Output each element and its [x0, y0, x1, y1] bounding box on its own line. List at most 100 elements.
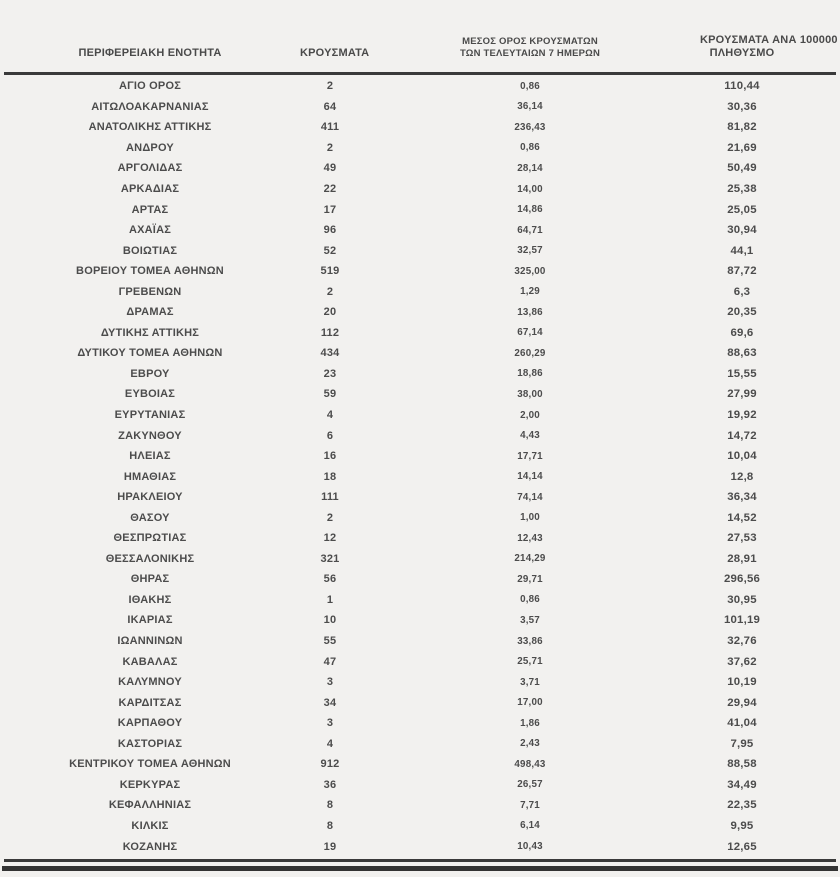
- cases-per-100k-cell: 296,56: [723, 573, 761, 586]
- cases-cell: 19: [323, 840, 337, 853]
- cases-cell: 2: [326, 285, 334, 298]
- cases-per-100k-cell: 30,95: [727, 593, 757, 606]
- avg-7day-cases-cell: 25,71: [517, 656, 543, 668]
- cases-per-100k-cell: 88,58: [727, 758, 757, 771]
- cases-per-100k-cell: 10,04: [727, 450, 757, 463]
- header-bottom-rule: [4, 72, 836, 75]
- table-row: ΙΩΑΝΝΙΝΩΝ 55 33,86 32,76: [0, 631, 784, 652]
- cases-cell: 56: [323, 573, 337, 586]
- cases-per-100k-cell: 7,95: [730, 737, 754, 750]
- cases-cell: 12: [323, 532, 337, 545]
- cases-per-100k-cell: 19,92: [727, 409, 757, 422]
- table-row: ΑΓΙΟ ΟΡΟΣ 2 0,86 110,44: [0, 76, 784, 97]
- region-name-cell: ΔΥΤΙΚΟΥ ΤΟΜΕΑ ΑΘΗΝΩΝ: [77, 347, 223, 360]
- cases-cell: 411: [320, 121, 340, 134]
- cases-cell: 2: [326, 141, 334, 154]
- avg-7day-cases-cell: 67,14: [517, 327, 543, 339]
- region-name-cell: ΚΕΡΚΥΡΑΣ: [119, 778, 181, 791]
- region-name-cell: ΗΛΕΙΑΣ: [129, 450, 171, 463]
- avg-7day-cases-cell: 3,71: [520, 676, 540, 688]
- table-row: ΑΡΚΑΔΙΑΣ 22 14,00 25,38: [0, 179, 784, 200]
- region-name-cell: ΚΙΛΚΙΣ: [131, 819, 169, 832]
- cases-per-100k-cell: 34,49: [727, 778, 757, 791]
- table-bottom-rule-lower: [2, 866, 838, 871]
- cases-per-100k-cell: 20,35: [727, 306, 757, 319]
- column-header-avg-7day: ΜΕΣΟΣ ΟΡΟΣ ΚΡΟΥΣΜΑΤΩΝ ΤΩΝ ΤΕΛΕΥΤΑΙΩΝ 7 Η…: [360, 36, 700, 60]
- region-name-cell: ΒΟΙΩΤΙΑΣ: [122, 244, 178, 257]
- region-name-cell: ΘΕΣΣΑΛΟΝΙΚΗΣ: [105, 552, 195, 565]
- table-row: ΚΙΛΚΙΣ 8 6,14 9,95: [0, 816, 784, 837]
- avg-7day-cases-cell: 325,00: [514, 265, 546, 277]
- cases-per-100k-cell: 32,76: [727, 635, 757, 648]
- table-row: ΕΥΒΟΙΑΣ 59 38,00 27,99: [0, 384, 784, 405]
- cases-cell: 519: [320, 265, 340, 278]
- table-row: ΕΒΡΟΥ 23 18,86 15,55: [0, 364, 784, 385]
- cases-cell: 18: [323, 470, 337, 483]
- table-row: ΚΑΛΥΜΝΟΥ 3 3,71 10,19: [0, 672, 784, 693]
- cases-cell: 52: [323, 244, 337, 257]
- table-row: ΘΑΣΟΥ 2 1,00 14,52: [0, 507, 784, 528]
- region-name-cell: ΗΜΑΘΙΑΣ: [123, 470, 177, 483]
- table-body: ΑΓΙΟ ΟΡΟΣ 2 0,86 110,44 ΑΙΤΩΛΟΑΚΑΡΝΑΝΙΑΣ…: [0, 76, 784, 857]
- cases-per-100k-cell: 27,99: [727, 388, 757, 401]
- avg-7day-cases-cell: 2,00: [520, 409, 540, 421]
- cases-cell: 34: [323, 696, 337, 709]
- cases-cell: 2: [326, 511, 334, 524]
- column-header-avg-7day-line1: ΜΕΣΟΣ ΟΡΟΣ ΚΡΟΥΣΜΑΤΩΝ: [462, 36, 598, 47]
- column-header-cases-per-100k-line1: ΚΡΟΥΣΜΑΤΑ ΑΝΑ 100000: [700, 34, 838, 46]
- region-name-cell: ΙΩΑΝΝΙΝΩΝ: [117, 635, 183, 648]
- cases-per-100k-cell: 25,05: [727, 203, 757, 216]
- table-row: ΑΝΔΡΟΥ 2 0,86 21,69: [0, 138, 784, 159]
- column-header-regional-unit: ΠΕΡΙΦΕΡΕΙΑΚΗ ΕΝΟΤΗΤΑ: [0, 47, 300, 60]
- cases-cell: 3: [326, 717, 334, 730]
- table-row: ΚΕΝΤΡΙΚΟΥ ΤΟΜΕΑ ΑΘΗΝΩΝ 912 498,43 88,58: [0, 754, 784, 775]
- cases-per-100k-cell: 37,62: [727, 655, 757, 668]
- region-name-cell: ΑΝΔΡΟΥ: [126, 141, 174, 154]
- table-row: ΓΡΕΒΕΝΩΝ 2 1,29 6,3: [0, 281, 784, 302]
- avg-7day-cases-cell: 33,86: [517, 635, 543, 647]
- column-header-cases-per-100k: ΚΡΟΥΣΜΑΤΑ ΑΝΑ 100000 ΠΛΗΘΥΣΜΟ: [700, 34, 838, 60]
- avg-7day-cases-cell: 1,00: [520, 512, 540, 524]
- cases-cell: 8: [326, 799, 334, 812]
- table-row: ΘΗΡΑΣ 56 29,71 296,56: [0, 569, 784, 590]
- column-header-cases-label: ΚΡΟΥΣΜΑΤΑ: [300, 47, 370, 59]
- column-header-avg-7day-line2: ΤΩΝ ΤΕΛΕΥΤΑΙΩΝ 7 ΗΜΕΡΩΝ: [459, 48, 601, 59]
- cases-cell: 22: [323, 183, 337, 195]
- avg-7day-cases-cell: 498,43: [514, 758, 546, 770]
- table-row: ΚΟΖΑΝΗΣ 19 10,43 12,65: [0, 836, 784, 857]
- cases-per-100k-cell: 12,8: [730, 470, 754, 483]
- avg-7day-cases-cell: 0,86: [520, 594, 540, 606]
- avg-7day-cases-cell: 1,86: [520, 717, 540, 729]
- cases-cell: 17: [323, 203, 337, 216]
- region-name-cell: ΚΑΒΑΛΑΣ: [122, 655, 178, 668]
- region-name-cell: ΑΝΑΤΟΛΙΚΗΣ ΑΤΤΙΚΗΣ: [88, 121, 212, 134]
- avg-7day-cases-cell: 26,57: [517, 779, 543, 791]
- cases-cell: 64: [323, 100, 337, 113]
- avg-7day-cases-cell: 4,43: [520, 430, 540, 442]
- cases-per-100k-cell: 6,3: [733, 285, 751, 298]
- region-name-cell: ΑΓΙΟ ΟΡΟΣ: [118, 80, 182, 93]
- cases-per-100k-cell: 44,1: [730, 244, 754, 257]
- region-name-cell: ΓΡΕΒΕΝΩΝ: [118, 285, 182, 298]
- avg-7day-cases-cell: 6,14: [520, 820, 540, 832]
- avg-7day-cases-cell: 14,86: [517, 204, 543, 216]
- avg-7day-cases-cell: 13,86: [517, 306, 543, 318]
- region-name-cell: ΔΥΤΙΚΗΣ ΑΤΤΙΚΗΣ: [100, 326, 200, 339]
- cases-per-100k-cell: 88,63: [727, 347, 757, 360]
- table-bottom-rule-upper: [4, 859, 836, 862]
- avg-7day-cases-cell: 214,29: [514, 553, 546, 565]
- cases-per-100k-cell: 27,53: [727, 532, 757, 545]
- table-header-row: ΠΕΡΙΦΕΡΕΙΑΚΗ ΕΝΟΤΗΤΑ ΚΡΟΥΣΜΑΤΑ ΜΕΣΟΣ ΟΡΟ…: [0, 34, 838, 60]
- region-name-cell: ΚΑΡΔΙΤΣΑΣ: [118, 696, 182, 709]
- cases-cell: 16: [323, 450, 337, 463]
- cases-per-100k-cell: 9,95: [730, 819, 754, 832]
- cases-per-100k-cell: 81,82: [727, 121, 757, 134]
- cases-per-100k-cell: 14,52: [727, 511, 757, 524]
- cases-per-100k-cell: 15,55: [727, 367, 757, 380]
- avg-7day-cases-cell: 36,14: [517, 101, 543, 113]
- cases-cell: 8: [326, 819, 334, 832]
- avg-7day-cases-cell: 29,71: [517, 573, 543, 585]
- cases-cell: 321: [320, 552, 340, 565]
- cases-cell: 6: [326, 429, 334, 442]
